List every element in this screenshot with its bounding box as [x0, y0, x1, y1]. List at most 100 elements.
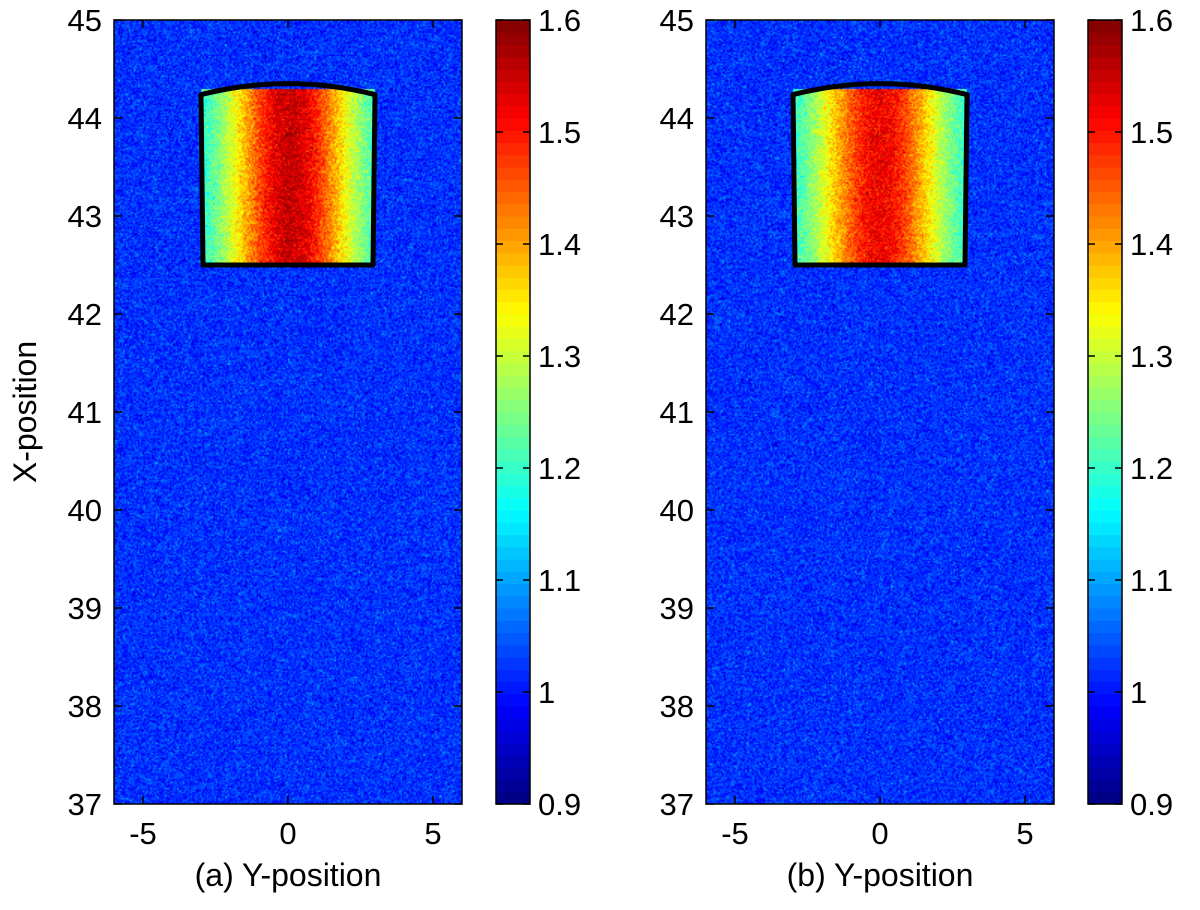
- colorbar-segment-b: [1088, 301, 1122, 315]
- colorbar-segment-b: [1088, 69, 1122, 82]
- colorbar-segment-a: [496, 93, 530, 107]
- colorbar-segment-a: [496, 755, 530, 768]
- colorbar-segment-b: [1088, 32, 1122, 46]
- colorbar-segment-b: [1088, 142, 1122, 156]
- colorbar-segment-b: [1088, 387, 1122, 401]
- colorbar-segment-b: [1088, 461, 1122, 474]
- colorbar-tick-label-b: 1.1: [1130, 563, 1173, 598]
- panel-b: 37 38 39 40 41 42 43 44 45 -5 0 5 (b) Y-position 0.9 1…: [660, 3, 1174, 893]
- y-tick-label-a: 38: [68, 689, 102, 724]
- x-tick-label-b: 5: [1016, 816, 1033, 851]
- colorbar-segment-b: [1088, 203, 1122, 217]
- colorbar-segment-a: [496, 167, 530, 180]
- y-tick-label-a: 37: [68, 787, 102, 822]
- x-tick-label-a: 5: [424, 816, 441, 851]
- colorbar-segment-a: [496, 448, 530, 462]
- colorbar-segment-a: [496, 216, 530, 229]
- y-tick-label-a: 43: [68, 199, 102, 234]
- colorbar-segment-b: [1088, 644, 1122, 658]
- colorbar-tick-label-a: 1.5: [538, 115, 581, 150]
- colorbar-segment-b: [1088, 583, 1122, 597]
- region-boundary-b: [790, 81, 970, 268]
- colorbar-segment-b: [1088, 314, 1122, 327]
- y-tick-label-b: 38: [660, 689, 694, 724]
- colorbar-tick-label-a: 0.9: [538, 787, 581, 822]
- colorbar-segment-b: [1088, 130, 1122, 144]
- colorbar-segment-a: [496, 742, 530, 756]
- y-tick-label-b: 43: [660, 199, 694, 234]
- y-tick-label-b: 44: [660, 101, 694, 136]
- colorbar-segment-b: [1088, 436, 1122, 450]
- y-tick-label-b: 41: [660, 395, 694, 430]
- colorbar-segment-a: [496, 791, 530, 805]
- colorbar-segment-b: [1088, 179, 1122, 193]
- y-axis-label-a: X-position: [7, 341, 43, 483]
- colorbar-tick-label-a: 1: [538, 675, 555, 710]
- colorbar-segment-a: [496, 522, 530, 536]
- colorbar-segment-a: [496, 681, 530, 695]
- x-tick-label-a: 0: [279, 816, 296, 851]
- y-tick-label-b: 37: [660, 787, 694, 822]
- colorbar-segment-b: [1088, 718, 1122, 732]
- colorbar-segment-a: [496, 632, 530, 646]
- colorbar-segment-a: [496, 620, 530, 634]
- colorbar-segment-b: [1088, 657, 1122, 670]
- colorbar-segment-b: [1088, 289, 1122, 303]
- colorbar-segment-b: [1088, 448, 1122, 462]
- y-tick-label-a: 40: [68, 493, 102, 528]
- colorbar-segment-a: [496, 461, 530, 474]
- colorbar-segment-a: [496, 179, 530, 193]
- colorbar-tick-label-a: 1.6: [538, 3, 581, 38]
- colorbar-tick-label-b: 1.2: [1130, 451, 1173, 486]
- colorbar-segment-a: [496, 497, 530, 511]
- colorbar-segment-a: [496, 130, 530, 144]
- colorbar-segment-b: [1088, 730, 1122, 744]
- colorbar-segment-b: [1088, 375, 1122, 389]
- colorbar-segment-b: [1088, 240, 1122, 254]
- colorbar-segment-a: [496, 56, 530, 70]
- colorbar-tick-label-a: 1.2: [538, 451, 581, 486]
- colorbar-segment-b: [1088, 767, 1122, 781]
- colorbar-segment-a: [496, 436, 530, 450]
- colorbar-segment-b: [1088, 755, 1122, 768]
- colorbar-segment-a: [496, 595, 530, 609]
- colorbar-tick-label-b: 1.6: [1130, 3, 1173, 38]
- y-tick-label-a: 42: [68, 297, 102, 332]
- colorbar-segment-a: [496, 350, 530, 364]
- colorbar-tick-label-b: 1.3: [1130, 339, 1173, 374]
- colorbar-segment-b: [1088, 277, 1122, 291]
- colorbar-segment-b: [1088, 497, 1122, 511]
- colorbar-segment-a: [496, 375, 530, 389]
- colorbar-segment-a: [496, 154, 530, 168]
- colorbar-segment-b: [1088, 228, 1122, 242]
- colorbar-tick-label-b: 1: [1130, 675, 1147, 710]
- colorbar-segment-a: [496, 571, 530, 585]
- colorbar-segment-a: [496, 20, 530, 33]
- colorbar-segment-b: [1088, 252, 1122, 266]
- colorbar-segment-b: [1088, 693, 1122, 707]
- y-tick-label-b: 45: [660, 3, 694, 38]
- colorbar-segment-a: [496, 44, 530, 58]
- colorbar-segment-b: [1088, 779, 1122, 793]
- heatmap-raster-b: [706, 20, 1054, 804]
- colorbar-segment-b: [1088, 44, 1122, 58]
- colorbar-segment-b: [1088, 363, 1122, 376]
- region-boundary-a: [198, 81, 378, 268]
- colorbar-segment-a: [496, 510, 530, 523]
- panel-a: 37 38 39 40 41 42 43 44 45 -5 0 5 (a) Y-position X-po…: [7, 3, 581, 893]
- colorbar-segment-a: [496, 412, 530, 425]
- colorbar-segment-b: [1088, 105, 1122, 119]
- x-axis-label-a: (a) Y-position: [195, 857, 382, 893]
- colorbar-segment-a: [496, 693, 530, 707]
- y-tick-label-a: 45: [68, 3, 102, 38]
- colorbar-segment-a: [496, 240, 530, 254]
- colorbar-segment-a: [496, 314, 530, 327]
- colorbar-tick-label-b: 1.5: [1130, 115, 1173, 150]
- colorbar-segment-a: [496, 669, 530, 683]
- colorbar-segment-b: [1088, 742, 1122, 756]
- colorbar-segment-a: [496, 608, 530, 621]
- colorbar-segment-b: [1088, 681, 1122, 695]
- colorbar-segment-a: [496, 485, 530, 499]
- y-tick-label-a: 41: [68, 395, 102, 430]
